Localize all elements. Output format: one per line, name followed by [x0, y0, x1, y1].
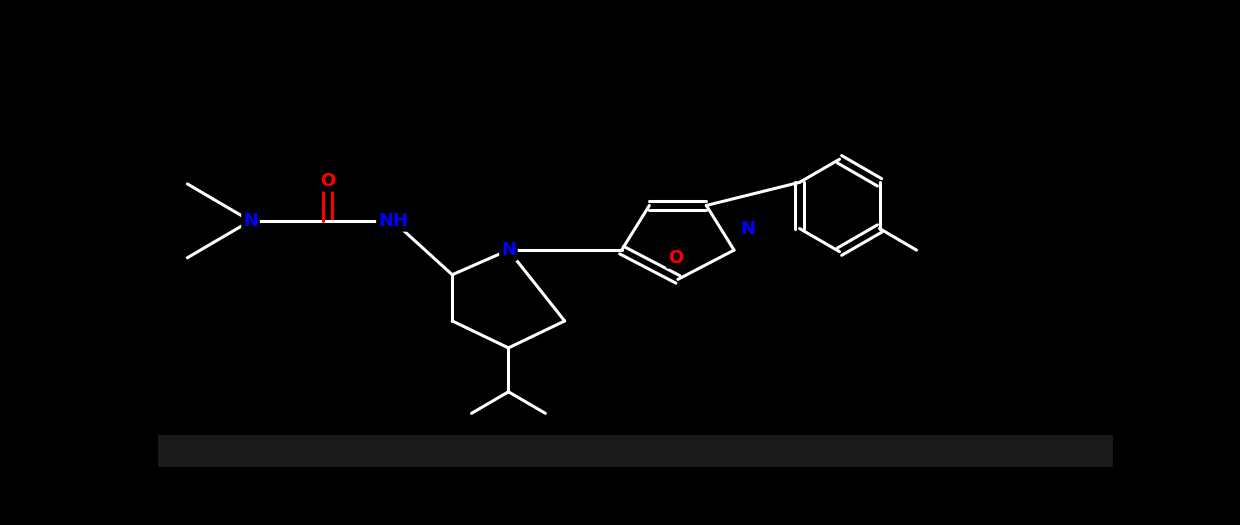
Text: O: O	[668, 249, 683, 267]
Text: N: N	[243, 212, 258, 230]
Text: N: N	[501, 241, 516, 259]
Bar	[159, 435, 1112, 467]
Text: NH: NH	[378, 212, 408, 230]
Text: O: O	[320, 172, 335, 190]
Text: N: N	[740, 219, 755, 237]
